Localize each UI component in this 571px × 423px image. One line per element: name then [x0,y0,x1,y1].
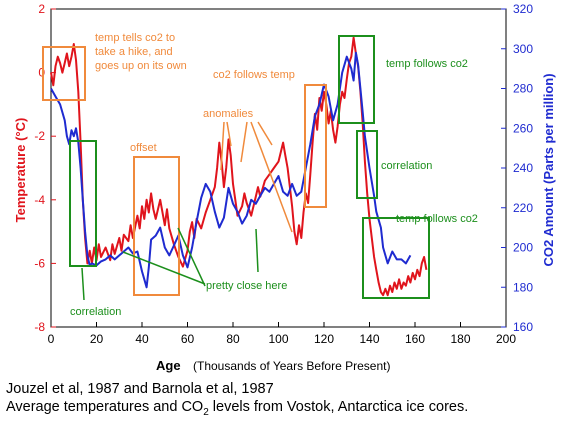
annotation-pointer [255,228,259,273]
x-tick-label: 200 [496,332,516,346]
y-left-tick-label: 0 [38,66,45,80]
x-tick-label: 140 [359,332,379,346]
y-right-tick-label: 220 [513,201,533,215]
annotation-text: temp follows co2 [386,58,468,70]
y-left-tick-label: -8 [34,320,45,334]
y-left-title: Temperature (°C) [13,118,28,223]
annotation-pointer [122,251,206,285]
annotation-text: anomalies [203,108,254,120]
x-axis-subtitle: (Thousands of Years Before Present) [193,359,390,373]
annotations: temp tells co2 to take a hike, and goes up… [42,32,478,318]
y-right-tick-label: 160 [513,320,533,334]
y-right-tick-label: 280 [513,82,533,96]
y-right-tick-label: 240 [513,161,533,175]
annotation-pointer [81,267,85,301]
x-tick-label: 0 [48,332,55,346]
annotation-text: correlation [381,160,432,172]
annotation-text: co2 follows temp [213,69,295,81]
annotation-text: offset [130,142,157,154]
annotation-text: temp tells co2 to [95,32,175,44]
y-left-axis-ticks: 2 0 -2 -4 -6 -8 [34,2,56,334]
y-left-tick-label: 2 [38,2,45,16]
caption-line-2-sub: 2 [203,406,209,418]
annotation-pointer [240,121,248,163]
annotation-text: correlation [70,306,121,318]
caption-line-2-a: Average temperatures and CO [6,399,204,415]
caption-line-1: Jouzel et al, 1987 and Barnola et al, 19… [6,381,274,397]
annotation-pointer [257,121,273,146]
x-tick-label: 180 [450,332,470,346]
y-left-tick-label: -2 [34,129,45,143]
box-temp-follows-co2-top [338,35,375,124]
x-tick-label: 120 [314,332,334,346]
box-offset [133,156,180,296]
annotation-text: temp follows co2 [396,213,478,225]
x-tick-label: 100 [268,332,288,346]
y-right-tick-label: 180 [513,280,533,294]
annotation-text: goes up on its own [95,60,187,72]
x-tick-label: 20 [90,332,104,346]
box-correlation-right [356,130,378,199]
annotation-text: take a hike, and [95,46,173,58]
series-group [50,36,428,297]
co2-line [50,51,412,289]
annotation-pointer [220,121,225,171]
annotation-pointer [250,121,293,233]
box-temp-tells-co2 [42,46,86,101]
y-right-tick-label: 200 [513,241,533,255]
y-right-tick-label: 260 [513,121,533,135]
box-temp-follows-co2-bottom [362,217,430,299]
caption-line-2: Average temperatures and CO2 levels from… [6,399,468,418]
annotation-pointer [226,121,232,147]
box-co2-follows-temp [304,84,327,208]
y-right-title: CO2 Amount (Parts per million) [541,73,556,266]
y-right-axis-ticks: 320 300 280 260 240 220 200 180 160 [501,2,533,334]
temperature-line [50,36,428,297]
x-tick-label: 40 [135,332,149,346]
x-axis-ticks: 0 20 40 60 80 100 120 140 160 180 200 [48,322,516,346]
x-tick-label: 160 [405,332,425,346]
annotation-pointer [177,227,206,287]
x-tick-label: 60 [181,332,195,346]
annotation-text: pretty close here [206,280,287,292]
box-correlation-left [69,140,97,267]
x-axis-title: Age [156,358,181,373]
y-left-tick-label: -6 [34,256,45,270]
x-tick-label: 80 [226,332,240,346]
caption-line-2-b: levels from Vostok, Antarctica ice cores… [208,399,469,415]
y-right-tick-label: 300 [513,42,533,56]
y-left-tick-label: -4 [34,193,45,207]
y-right-tick-label: 320 [513,2,533,16]
